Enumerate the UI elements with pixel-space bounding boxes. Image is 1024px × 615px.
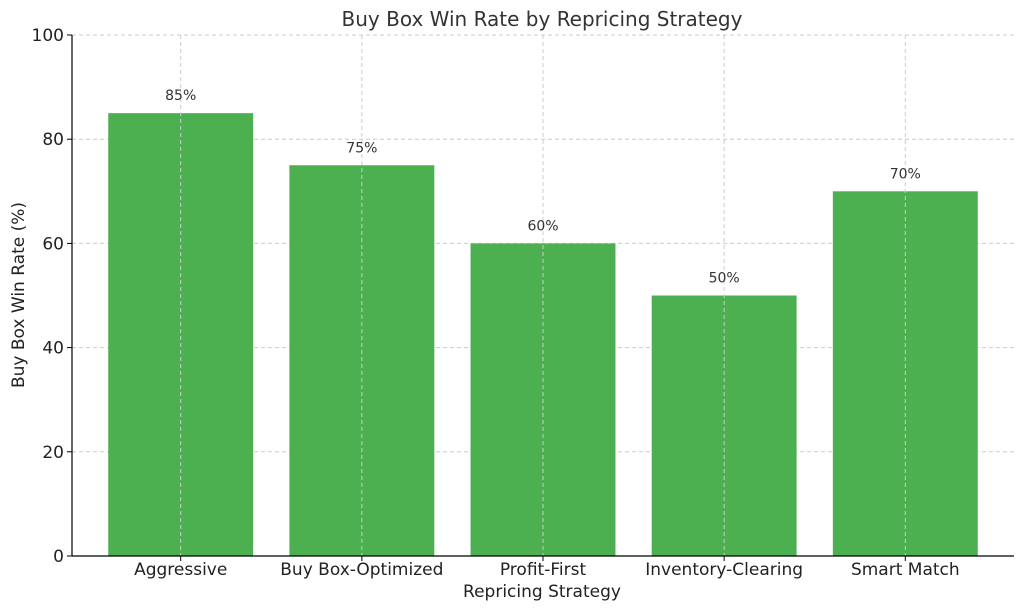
x-tick-label-2: Profit-First: [500, 560, 587, 580]
y-tick-label-80: 80: [42, 130, 64, 150]
y-axis-label: Buy Box Win Rate (%): [9, 202, 29, 388]
y-tick-label-100: 100: [32, 26, 64, 46]
x-tick-label-3: Inventory-Clearing: [645, 560, 803, 580]
x-axis-label: Repricing Strategy: [463, 582, 621, 602]
data-label-4: 70%: [890, 166, 921, 182]
x-tick-label-4: Smart Match: [851, 560, 960, 580]
bar-3: [651, 295, 797, 556]
axes: 0 20 40 60 80 100 Aggressive Buy Box-Optimized P…: [32, 26, 1014, 580]
y-tick-label-20: 20: [42, 443, 64, 463]
y-tick-label-40: 40: [42, 339, 64, 359]
y-tick-label-60: 60: [42, 234, 64, 254]
x-tick-label-0: Aggressive: [134, 560, 227, 580]
data-label-3: 50%: [709, 271, 740, 287]
data-labels: 85% 75% 60% 50% 70%: [165, 88, 921, 286]
y-tick-label-0: 0: [53, 547, 64, 567]
x-tick-label-1: Buy Box-Optimized: [280, 560, 443, 580]
data-label-1: 75%: [346, 140, 377, 156]
chart-title: Buy Box Win Rate by Repricing Strategy: [342, 7, 743, 31]
bar-0: [108, 113, 254, 557]
data-label-2: 60%: [527, 218, 558, 234]
data-label-0: 85%: [165, 88, 196, 104]
bars: [108, 113, 978, 557]
x-grid-lines: [180, 35, 906, 556]
